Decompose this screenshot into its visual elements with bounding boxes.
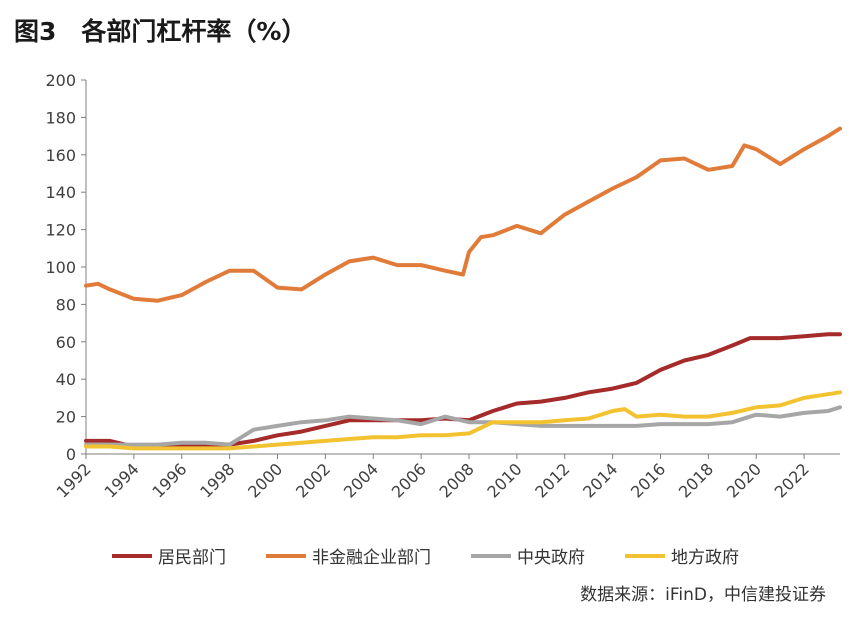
x-tick-label: 2002 bbox=[292, 459, 334, 501]
y-tick-label: 140 bbox=[45, 183, 76, 202]
y-tick-label: 0 bbox=[66, 445, 76, 464]
legend-swatch bbox=[471, 553, 511, 558]
x-tick-label: 1994 bbox=[100, 459, 142, 501]
x-tick-label: 1998 bbox=[196, 459, 238, 501]
y-tick-label: 100 bbox=[45, 258, 76, 277]
legend-item: 地方政府 bbox=[625, 543, 739, 568]
x-tick-label: 2016 bbox=[627, 459, 669, 501]
y-tick-label: 120 bbox=[45, 221, 76, 240]
legend-item: 居民部门 bbox=[112, 543, 226, 568]
legend-item: 中央政府 bbox=[471, 543, 585, 568]
x-tick-label: 2018 bbox=[675, 459, 717, 501]
x-tick-label: 2006 bbox=[388, 459, 430, 501]
y-tick-label: 200 bbox=[45, 71, 76, 90]
x-tick-label: 2014 bbox=[579, 459, 621, 501]
x-tick-label: 1996 bbox=[148, 459, 190, 501]
legend-swatch bbox=[112, 553, 152, 558]
source-note: 数据来源：iFinD，中信建投证券 bbox=[580, 585, 826, 605]
line-chart: 0 20 40 60 80 100 120 140 160 180 200 1992 1994 1996 1… bbox=[45, 71, 842, 502]
series-line-4 bbox=[84, 390, 842, 451]
chart-series-lines bbox=[84, 126, 842, 451]
x-tick-label: 2020 bbox=[723, 459, 765, 501]
legend-swatch bbox=[625, 553, 665, 558]
figure-title: 图3 各部门杠杆率（%） bbox=[14, 17, 307, 46]
legend-item: 非金融企业部门 bbox=[266, 543, 431, 568]
x-tick-label: 1992 bbox=[53, 459, 95, 501]
legend-label: 居民部门 bbox=[158, 548, 226, 568]
legend-swatch bbox=[266, 553, 306, 558]
x-tick-label: 2000 bbox=[244, 459, 286, 501]
chart-legend: 居民部门 非金融企业部门 中央政府 地方政府 bbox=[112, 543, 779, 568]
series-line-3 bbox=[84, 405, 842, 447]
x-tick-label: 2010 bbox=[483, 459, 525, 501]
y-tick-label: 180 bbox=[45, 108, 76, 127]
x-tick-label: 2012 bbox=[531, 459, 573, 501]
x-tick-label: 2008 bbox=[436, 459, 478, 501]
y-tick-label: 80 bbox=[56, 295, 76, 314]
series-line-2 bbox=[84, 126, 842, 303]
y-tick-label: 160 bbox=[45, 146, 76, 165]
legend-label: 地方政府 bbox=[671, 548, 739, 568]
x-tick-label: 2022 bbox=[771, 459, 813, 501]
y-tick-label: 40 bbox=[56, 370, 76, 389]
y-tick-label: 60 bbox=[56, 333, 76, 352]
x-tick-label: 2004 bbox=[340, 459, 382, 501]
series-line-1 bbox=[84, 332, 842, 449]
legend-label: 非金融企业部门 bbox=[312, 548, 431, 568]
legend-label: 中央政府 bbox=[517, 548, 585, 568]
y-tick-label: 20 bbox=[56, 408, 76, 427]
